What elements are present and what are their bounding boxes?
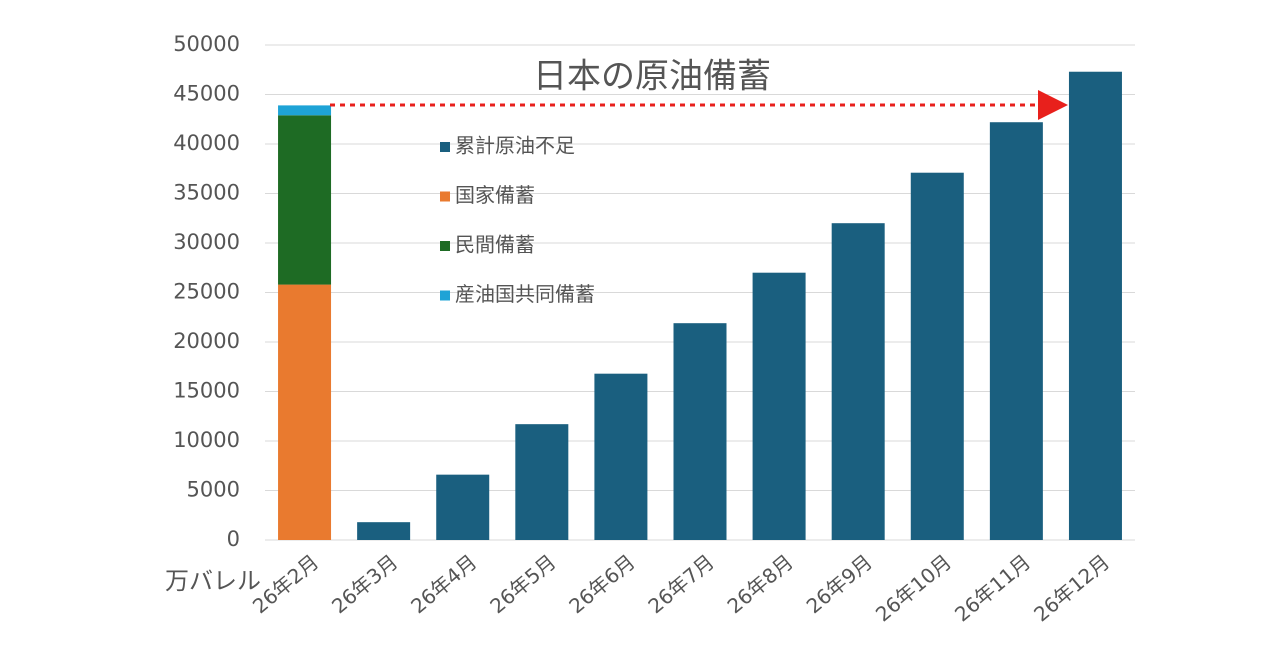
- x-tick-label: 26年7月: [643, 550, 718, 619]
- legend-swatch: [440, 191, 450, 202]
- y-tick-label: 45000: [173, 82, 240, 106]
- x-tick-label: 26年4月: [406, 550, 481, 619]
- bar: [910, 172, 964, 540]
- y-tick-label: 50000: [173, 32, 240, 56]
- x-tick-label: 26年6月: [564, 550, 639, 619]
- x-tick-label: 26年12月: [1029, 550, 1114, 627]
- x-tick-label: 26年10月: [871, 550, 956, 627]
- x-tick-label: 26年3月: [327, 550, 402, 619]
- y-tick-label: 35000: [173, 181, 240, 205]
- legend-swatch: [440, 290, 450, 301]
- bar: [436, 474, 490, 540]
- bar: [594, 373, 648, 540]
- x-tick-label: 26年8月: [723, 550, 798, 619]
- chart-title: 日本の原油備蓄: [533, 57, 771, 97]
- y-tick-label: 40000: [173, 131, 240, 155]
- legend-label: 累計原油不足: [455, 134, 575, 158]
- x-tick-label: 26年11月: [950, 550, 1035, 627]
- y-tick-label: 20000: [173, 329, 240, 353]
- bar: [752, 272, 806, 540]
- legend-label: 国家備蓄: [455, 183, 535, 207]
- y-tick-label: 30000: [173, 230, 240, 254]
- legend-label: 産油国共同備蓄: [455, 282, 595, 306]
- legend-swatch: [440, 241, 450, 251]
- bar: [357, 522, 411, 540]
- bar: [831, 223, 885, 540]
- y-tick-label: 10000: [173, 428, 240, 452]
- y-tick-label: 25000: [173, 280, 240, 304]
- bar: [673, 323, 727, 540]
- y-axis-label: 万バレル: [165, 567, 261, 595]
- x-tick-label: 26年5月: [485, 550, 560, 619]
- y-tick-label: 0: [227, 527, 240, 551]
- x-tick-label: 26年9月: [802, 550, 877, 619]
- bar: [515, 424, 569, 540]
- y-tick-label: 5000: [187, 478, 240, 502]
- bar: [1068, 71, 1122, 540]
- y-tick-label: 15000: [173, 379, 240, 403]
- bar: [989, 122, 1043, 540]
- legend-swatch: [440, 142, 450, 152]
- bar: [278, 284, 332, 540]
- bar: [278, 115, 332, 285]
- legend-label: 民間備蓄: [455, 233, 535, 257]
- bar: [278, 105, 332, 116]
